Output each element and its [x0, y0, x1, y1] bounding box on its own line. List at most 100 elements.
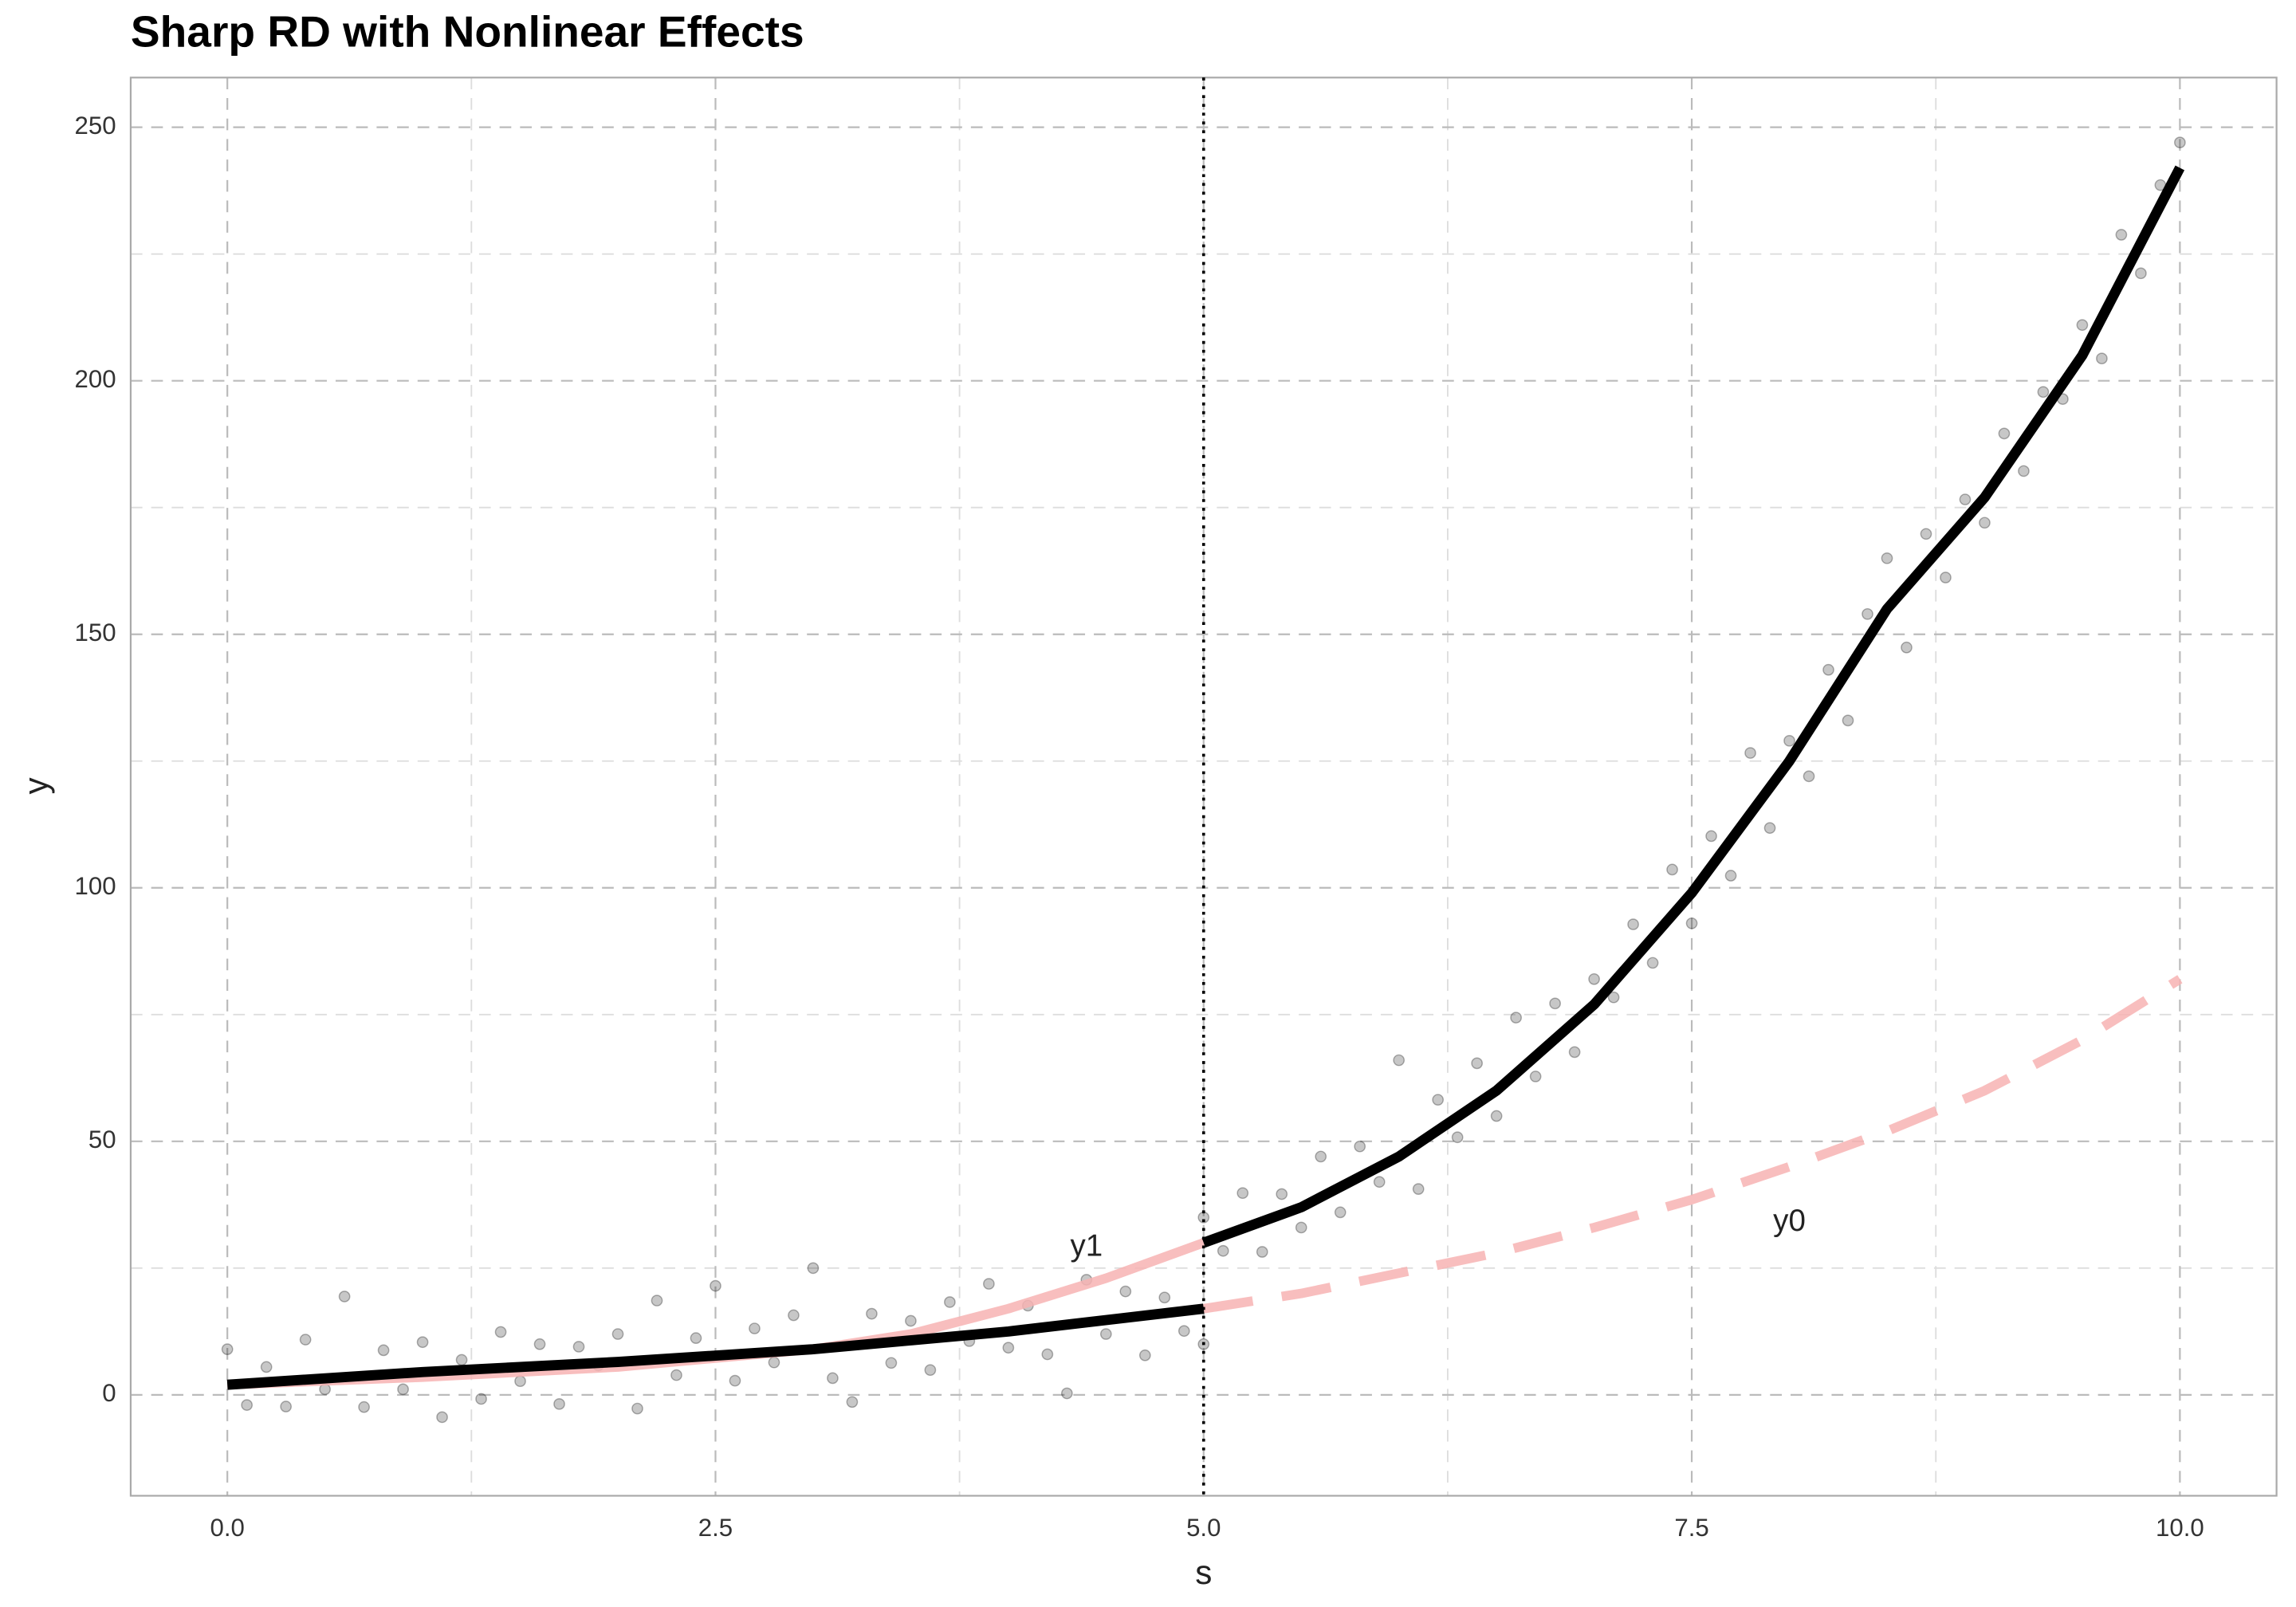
data-point	[846, 1396, 859, 1409]
data-point	[1822, 663, 1834, 676]
data-point	[358, 1401, 370, 1413]
fit-line	[1201, 165, 2185, 1248]
data-point	[690, 1332, 702, 1344]
data-point	[670, 1369, 682, 1381]
data-point	[1568, 1046, 1581, 1059]
grid	[130, 77, 2277, 1496]
data-point	[1666, 863, 1678, 876]
data-point	[1842, 714, 1854, 727]
data-point	[924, 1364, 937, 1377]
y-tick-label: 250	[75, 112, 116, 139]
data-point	[1763, 822, 1776, 835]
data-point	[2135, 267, 2147, 280]
data-point	[377, 1344, 390, 1357]
data-point	[1393, 1054, 1406, 1067]
data-point	[475, 1393, 487, 1405]
x-tick-label: 5.0	[1186, 1514, 1221, 1542]
data-point	[572, 1341, 585, 1353]
data-point	[807, 1262, 820, 1275]
data-point	[1119, 1285, 1132, 1298]
data-point	[1529, 1071, 1542, 1082]
data-point	[1979, 517, 1991, 529]
data-point	[651, 1295, 663, 1306]
data-point	[1002, 1342, 1015, 1354]
data-point	[1158, 1291, 1171, 1304]
fit-line	[226, 1303, 1205, 1390]
data-point	[885, 1357, 898, 1369]
data-point	[1471, 1057, 1484, 1070]
data-point	[905, 1314, 917, 1327]
data-point	[1432, 1094, 1445, 1106]
data-point	[436, 1411, 448, 1424]
data-point	[455, 1354, 468, 1366]
data-point	[494, 1326, 507, 1338]
y-tick-label: 150	[75, 619, 116, 646]
data-point	[1940, 572, 1952, 583]
data-point	[944, 1296, 956, 1308]
x-tick-label: 0.0	[210, 1514, 244, 1542]
data-point	[866, 1307, 878, 1320]
data-point	[514, 1375, 526, 1388]
plot-area	[221, 136, 2186, 1424]
data-point	[1607, 991, 1620, 1004]
data-point	[241, 1399, 254, 1411]
data-point	[983, 1278, 995, 1290]
y-tick-label: 200	[75, 365, 116, 393]
data-point	[1315, 1150, 1327, 1163]
x-tick-label: 10.0	[2156, 1514, 2204, 1542]
fit-line	[1202, 975, 2183, 1314]
data-point	[338, 1291, 351, 1302]
data-point	[1627, 918, 1639, 930]
data-point	[749, 1322, 761, 1334]
data-point	[2174, 136, 2186, 149]
y-tick-label: 50	[88, 1126, 116, 1153]
data-point	[710, 1279, 721, 1292]
data-point	[1744, 747, 1756, 759]
x-tick-label: 2.5	[698, 1514, 733, 1542]
data-point	[1549, 997, 1561, 1010]
data-point	[1901, 641, 1913, 654]
data-point	[768, 1356, 780, 1369]
data-point	[2096, 352, 2108, 365]
data-point	[416, 1336, 429, 1349]
data-point	[1959, 493, 1972, 505]
data-point	[2076, 319, 2089, 332]
data-point	[631, 1402, 643, 1415]
data-point	[2115, 229, 2128, 241]
data-point	[2018, 465, 2030, 477]
data-point	[1881, 552, 1893, 564]
chart-title: Sharp RD with Nonlinear Effects	[131, 7, 804, 57]
x-tick-label: 7.5	[1674, 1514, 1708, 1542]
y-tick-label: 0	[102, 1379, 116, 1407]
data-point	[553, 1397, 565, 1410]
data-point	[729, 1374, 741, 1387]
data-point	[1803, 770, 1815, 783]
data-point	[533, 1338, 546, 1350]
data-point	[1412, 1183, 1425, 1195]
data-point	[1373, 1176, 1386, 1189]
data-point	[1490, 1110, 1503, 1122]
data-point	[1705, 830, 1717, 843]
data-point	[1099, 1328, 1112, 1340]
data-point	[397, 1383, 409, 1396]
annotation: y0	[1773, 1204, 1806, 1238]
data-point	[1920, 528, 1932, 540]
data-point	[1138, 1349, 1151, 1361]
data-point	[1724, 870, 1737, 882]
data-point	[1276, 1188, 1288, 1200]
annotation: y1	[1070, 1229, 1103, 1263]
data-point	[1041, 1348, 1054, 1361]
data-point	[1256, 1246, 1268, 1258]
data-point	[788, 1309, 800, 1322]
data-point	[1236, 1187, 1249, 1200]
data-point	[221, 1343, 234, 1355]
data-point	[1588, 972, 1600, 985]
data-point	[280, 1401, 292, 1413]
y-axis-label: y	[17, 777, 54, 795]
data-point	[1510, 1012, 1522, 1024]
data-point	[611, 1328, 624, 1340]
data-point	[1685, 917, 1698, 929]
data-point	[260, 1361, 273, 1373]
y-tick-label: 100	[75, 872, 116, 900]
